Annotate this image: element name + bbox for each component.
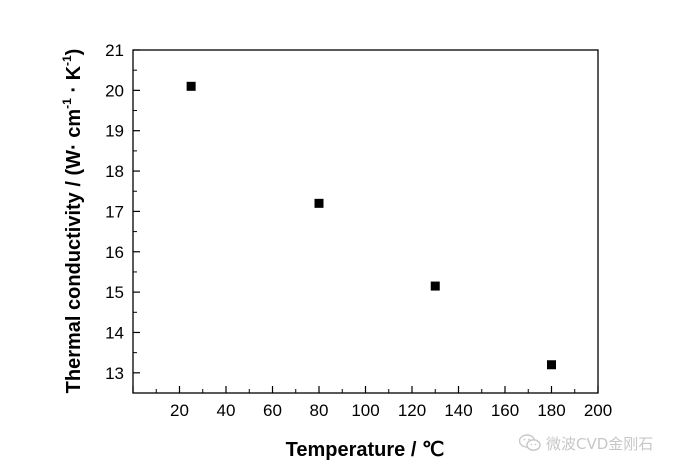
y-tick-label: 20 xyxy=(105,81,124,100)
plot-frame xyxy=(132,49,599,394)
y-axis-title-end: ) xyxy=(63,49,85,56)
y-tick-label: 19 xyxy=(105,122,124,141)
y-tick-label: 18 xyxy=(105,162,124,181)
x-tick-label: 40 xyxy=(217,401,236,420)
y-tick-label: 16 xyxy=(105,243,124,262)
y-tick-label: 17 xyxy=(105,202,124,221)
data-point xyxy=(547,360,556,370)
y-axis-title-mid: · K xyxy=(63,65,85,98)
x-ticks: 20 40 60 80 100 120 140 160 180 200 xyxy=(132,386,612,420)
x-tick-label: 160 xyxy=(491,401,519,420)
y-tick-label: 13 xyxy=(105,364,124,383)
data-points xyxy=(186,81,556,370)
y-tick-label: 15 xyxy=(105,283,124,302)
watermark: 微波CVD金刚石 xyxy=(519,430,653,456)
x-tick-label: 60 xyxy=(263,401,282,420)
data-point xyxy=(186,81,196,91)
wechat-icon xyxy=(519,434,541,451)
y-axis-title-main: Thermal conductivity / (W· cm xyxy=(63,109,85,393)
x-axis-title: Temperature / ℃ xyxy=(286,439,445,461)
x-tick-label: 80 xyxy=(310,401,329,420)
data-point xyxy=(314,198,324,208)
x-tick-label: 180 xyxy=(537,401,565,420)
y-axis-title-sup2: -1 xyxy=(60,55,74,66)
y-axis-title: Thermal conductivity / (W· cm-1 · K-1) xyxy=(60,49,85,394)
x-tick-label: 120 xyxy=(398,401,426,420)
x-tick-label: 200 xyxy=(584,401,612,420)
y-axis-title-sup1: -1 xyxy=(60,98,74,109)
x-tick-label: 20 xyxy=(170,401,189,420)
x-tick-label: 140 xyxy=(444,401,472,420)
x-tick-label: 100 xyxy=(351,401,379,420)
y-tick-label: 14 xyxy=(105,323,124,342)
data-point xyxy=(430,281,440,291)
y-ticks: 13 14 15 16 17 18 19 20 21 xyxy=(105,41,140,383)
y-tick-label: 21 xyxy=(105,41,124,60)
watermark-text: 微波CVD金刚石 xyxy=(546,434,654,453)
